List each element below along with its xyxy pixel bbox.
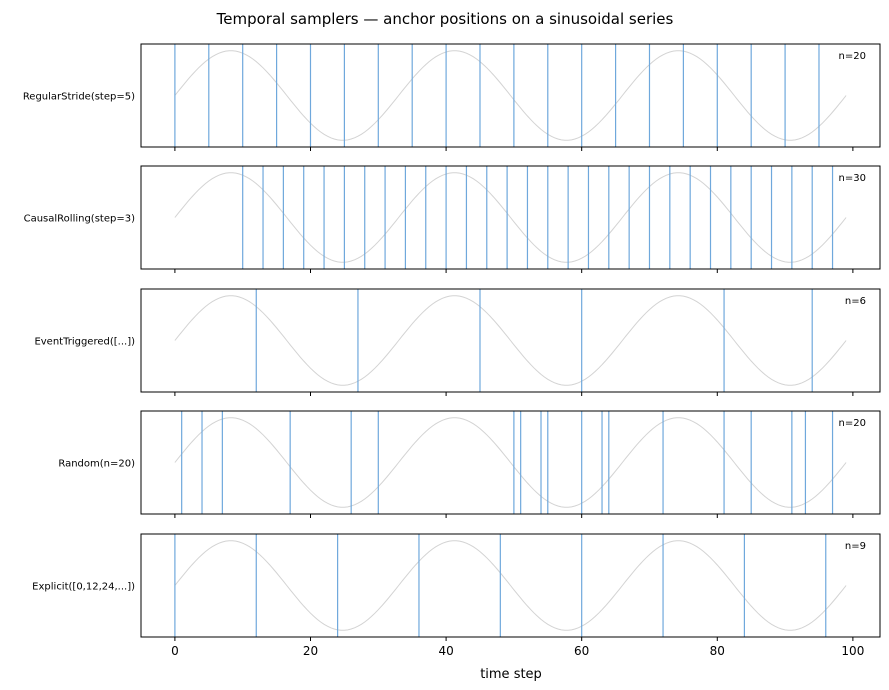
x-tick-label: 0 xyxy=(171,644,179,658)
series-line xyxy=(174,295,847,386)
count-label: n=30 xyxy=(839,173,866,184)
panel-label: CausalRolling(step=3) xyxy=(24,214,135,225)
panels: RegularStride(step=5) n=20 CausalRolling(s… xyxy=(23,43,881,641)
panel-label: Random(n=20) xyxy=(58,459,135,470)
panel-1: CausalRolling(step=3) n=30 xyxy=(24,165,881,273)
count-label: n=20 xyxy=(839,418,866,429)
panel-3: Random(n=20) n=20 xyxy=(58,410,881,518)
panel-4: Explicit([0,12,24,...]) n=9 xyxy=(32,533,881,641)
x-axis-label: time step xyxy=(480,667,542,682)
x-tick-label: 40 xyxy=(438,644,453,658)
x-tick-label: 20 xyxy=(303,644,318,658)
series-line xyxy=(174,50,847,141)
panel-2: EventTriggered([...]) n=6 xyxy=(34,288,881,396)
series-line xyxy=(174,417,847,508)
count-label: n=9 xyxy=(845,541,866,552)
series-line xyxy=(174,540,847,631)
x-axis: 0 20 40 60 80 100 xyxy=(171,644,864,658)
panel-label: Explicit([0,12,24,...]) xyxy=(32,582,135,593)
panel-frame xyxy=(140,288,881,393)
panel-label: RegularStride(step=5) xyxy=(23,92,135,103)
count-label: n=20 xyxy=(839,51,866,62)
chart-title: Temporal samplers — anchor positions on … xyxy=(216,10,674,28)
panel-frame xyxy=(140,43,881,148)
series-line xyxy=(174,172,847,263)
panel-frame xyxy=(140,410,881,515)
panel-frame xyxy=(140,533,881,638)
panel-frame xyxy=(140,165,881,270)
count-label: n=6 xyxy=(845,296,866,307)
x-tick-label: 100 xyxy=(841,644,864,658)
panel-label: EventTriggered([...]) xyxy=(34,337,135,348)
x-tick-label: 60 xyxy=(574,644,589,658)
x-tick-label: 80 xyxy=(710,644,725,658)
panel-0: RegularStride(step=5) n=20 xyxy=(23,43,881,151)
